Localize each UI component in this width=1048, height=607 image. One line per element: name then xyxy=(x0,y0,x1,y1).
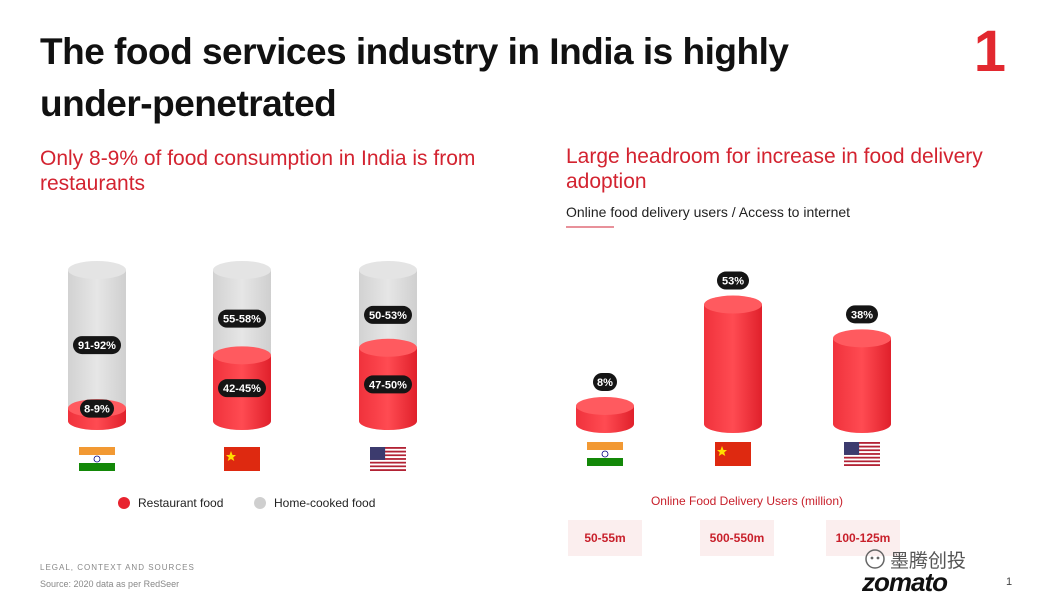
legend-restaurant: Restaurant food xyxy=(118,496,223,510)
users-china: 500-550m xyxy=(700,520,774,556)
right-chart-caption: Online food delivery users / Access to i… xyxy=(566,204,851,220)
flag-right-india xyxy=(587,442,623,466)
delivery-label-china: 53% xyxy=(717,271,749,290)
users-india: 50-55m xyxy=(568,520,642,556)
right-subtitle: Large headroom for increase in food deli… xyxy=(566,145,983,193)
flag-left-china xyxy=(224,447,260,471)
flag-right-china xyxy=(715,442,751,466)
caption-underline xyxy=(566,226,614,228)
watermark-text: 墨腾创投 xyxy=(890,551,967,572)
delivery-label-india: 8% xyxy=(593,372,617,391)
svg-text:55-58%: 55-58% xyxy=(223,314,261,326)
right-cylinder-chart: 8% 53% 38% xyxy=(576,271,891,433)
home-cooked-label-usa: 50-53% xyxy=(364,305,412,324)
svg-text:38%: 38% xyxy=(851,309,873,321)
country-flags xyxy=(79,442,880,471)
restaurant-label-india: 8-9% xyxy=(80,399,114,418)
legend-home-label: Home-cooked food xyxy=(274,496,376,510)
users-usa: 100-125m xyxy=(826,520,900,556)
flag-left-india xyxy=(79,447,115,471)
page-title: The food services industry in India is h… xyxy=(40,31,789,124)
svg-text:91-92%: 91-92% xyxy=(78,340,116,352)
footer-page-number: 1 xyxy=(1006,576,1013,588)
legend-home: Home-cooked food xyxy=(254,496,375,510)
svg-text:42-45%: 42-45% xyxy=(223,383,261,395)
legend-grey-dot xyxy=(254,497,266,509)
flag-left-usa xyxy=(370,447,406,471)
users-title: Online Food Delivery Users (million) xyxy=(650,494,844,508)
svg-text:50-53%: 50-53% xyxy=(369,310,407,322)
delivery-bar-china xyxy=(704,295,762,433)
left-subtitle: Only 8-9% of food consumption in India i… xyxy=(40,147,476,195)
home-cooked-label-india: 91-92% xyxy=(73,336,121,355)
source-note: Source: 2020 data as per RedSeer xyxy=(40,579,180,589)
home-cooked-label-china: 55-58% xyxy=(218,309,266,328)
legal-heading: LEGAL, CONTEXT AND SOURCES xyxy=(40,563,195,572)
left-stacked-cylinder-chart: 91-92% 8-9% 55-58% 42-45% 50-53% 47-50% xyxy=(68,261,417,430)
svg-text:8%: 8% xyxy=(597,377,613,389)
delivery-bar-usa xyxy=(833,329,891,433)
svg-text:47-50%: 47-50% xyxy=(369,379,407,391)
slide-number: 1 xyxy=(973,19,1006,84)
svg-text:8-9%: 8-9% xyxy=(84,404,110,416)
svg-text:53%: 53% xyxy=(722,276,744,288)
legend-red-dot xyxy=(118,497,130,509)
delivery-label-usa: 38% xyxy=(846,305,878,324)
legend-restaurant-label: Restaurant food xyxy=(138,496,224,510)
delivery-bar-india xyxy=(576,396,634,433)
restaurant-label-usa: 47-50% xyxy=(364,375,412,394)
wechat-icon xyxy=(865,549,885,569)
flag-right-usa xyxy=(844,442,880,466)
zomato-logo: zomato xyxy=(862,567,948,597)
restaurant-label-china: 42-45% xyxy=(218,379,266,398)
